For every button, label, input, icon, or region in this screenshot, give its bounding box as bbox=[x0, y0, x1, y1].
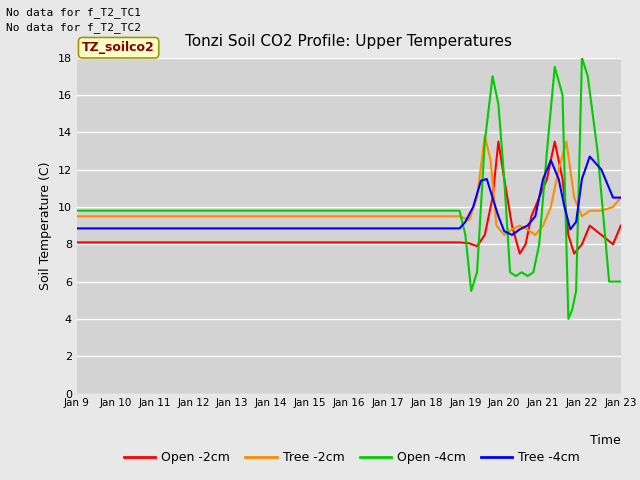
Text: No data for f_T2_TC2: No data for f_T2_TC2 bbox=[6, 22, 141, 33]
Title: Tonzi Soil CO2 Profile: Upper Temperatures: Tonzi Soil CO2 Profile: Upper Temperatur… bbox=[186, 35, 512, 49]
Text: TZ_soilco2: TZ_soilco2 bbox=[82, 41, 155, 54]
Text: No data for f_T2_TC1: No data for f_T2_TC1 bbox=[6, 7, 141, 18]
Text: Time: Time bbox=[590, 434, 621, 447]
Y-axis label: Soil Temperature (C): Soil Temperature (C) bbox=[39, 161, 52, 290]
Legend: Open -2cm, Tree -2cm, Open -4cm, Tree -4cm: Open -2cm, Tree -2cm, Open -4cm, Tree -4… bbox=[119, 446, 585, 469]
